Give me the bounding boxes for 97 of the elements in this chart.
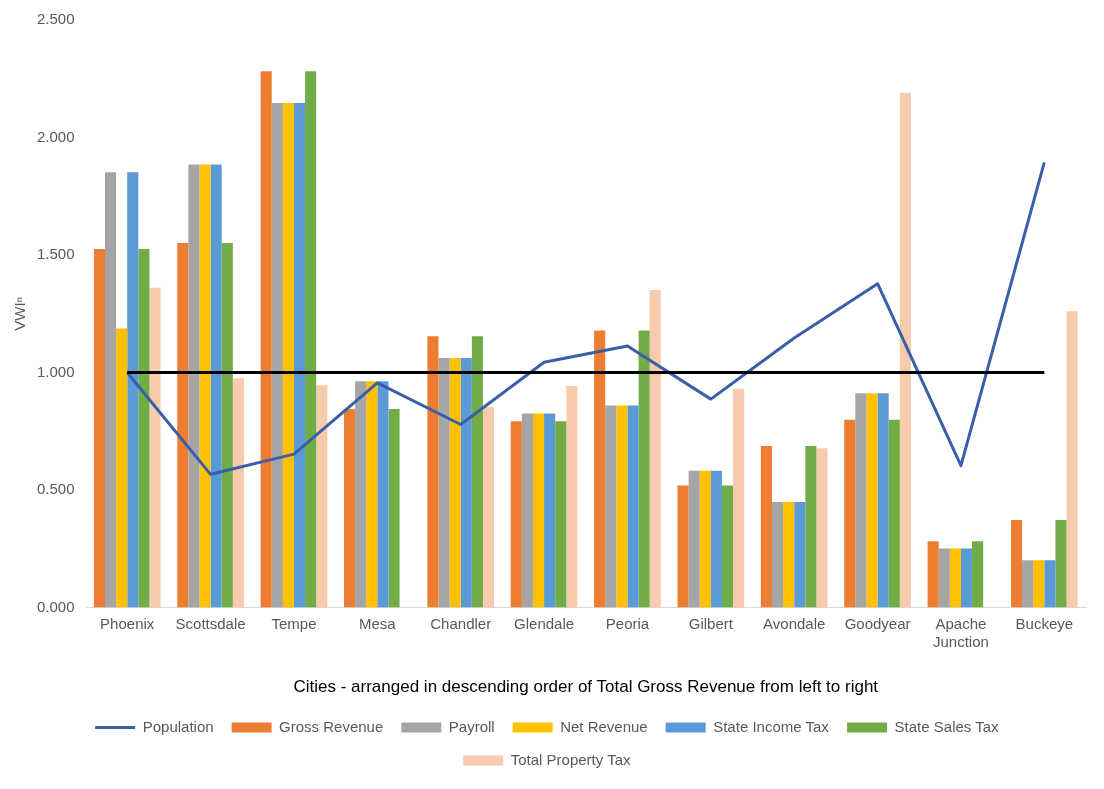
bar bbox=[927, 541, 939, 608]
legend-label: Payroll bbox=[448, 717, 495, 735]
bar bbox=[188, 164, 200, 608]
legend-label: State Income Tax bbox=[713, 717, 830, 735]
bar bbox=[449, 357, 461, 608]
bar bbox=[649, 290, 661, 608]
bar bbox=[638, 330, 650, 608]
bar bbox=[616, 405, 628, 608]
bar bbox=[960, 548, 973, 608]
bar bbox=[888, 419, 900, 608]
bar bbox=[532, 413, 545, 608]
bar bbox=[1066, 311, 1078, 608]
bar bbox=[343, 408, 356, 608]
bar bbox=[555, 421, 567, 608]
bar bbox=[127, 172, 139, 608]
x-tick-label: Peoria bbox=[605, 614, 650, 632]
y-tick-label: 2.500 bbox=[36, 10, 75, 28]
x-tick-label: Phoenix bbox=[100, 614, 155, 632]
bar bbox=[293, 102, 306, 608]
bar bbox=[316, 385, 328, 608]
bar bbox=[521, 413, 533, 608]
x-tick-label: Glendale bbox=[514, 614, 575, 632]
x-tick-label: Goodyear bbox=[844, 614, 911, 632]
bar bbox=[177, 243, 189, 608]
bar bbox=[138, 248, 150, 608]
bar bbox=[471, 336, 483, 608]
x-tick-label: Chandler bbox=[430, 614, 492, 632]
bar bbox=[427, 336, 439, 608]
bar bbox=[221, 243, 233, 608]
bar bbox=[355, 381, 367, 608]
bar bbox=[282, 102, 294, 608]
y-tick-label: 2.000 bbox=[36, 127, 75, 145]
x-tick-label: Buckeye bbox=[1015, 614, 1074, 632]
x-axis-title: Cities - arranged in descending order of Total Gross Revenue from left to right bbox=[293, 677, 879, 697]
bar bbox=[438, 357, 450, 608]
bar bbox=[721, 485, 734, 608]
bar bbox=[699, 470, 711, 608]
x-tick-label: Mesa bbox=[358, 614, 397, 632]
bar bbox=[733, 388, 745, 608]
bar bbox=[366, 381, 378, 608]
bar bbox=[1044, 560, 1056, 608]
bar bbox=[794, 502, 806, 608]
bar bbox=[877, 393, 889, 608]
bar bbox=[710, 470, 722, 608]
x-tick-label: Gilbert bbox=[688, 614, 734, 632]
bar bbox=[210, 164, 222, 608]
x-tick-label: Scottsdale bbox=[175, 614, 246, 632]
legend-label: Gross Revenue bbox=[279, 717, 384, 735]
bar bbox=[783, 502, 795, 608]
bar bbox=[271, 102, 283, 608]
bar bbox=[116, 328, 128, 608]
bar bbox=[482, 407, 495, 608]
bar bbox=[149, 287, 161, 608]
bar bbox=[93, 248, 105, 608]
bar bbox=[594, 330, 606, 608]
y-tick-label: 1.500 bbox=[36, 245, 75, 263]
bar bbox=[377, 381, 389, 608]
bar bbox=[844, 419, 856, 608]
bar bbox=[677, 485, 689, 608]
bar bbox=[972, 541, 984, 608]
bar bbox=[566, 385, 578, 608]
bar bbox=[199, 164, 211, 608]
bar bbox=[899, 93, 911, 608]
x-tick-label: Apache Junction bbox=[933, 614, 989, 650]
bar bbox=[771, 502, 784, 608]
y-axis-title: VWIⁿ bbox=[11, 296, 29, 331]
bar bbox=[938, 548, 950, 608]
y-tick-label: 0.500 bbox=[36, 480, 75, 498]
bar bbox=[605, 405, 617, 608]
bar bbox=[949, 548, 961, 608]
bar bbox=[1033, 560, 1045, 608]
legend-label: Population bbox=[142, 717, 214, 735]
y-tick-label: 1.000 bbox=[36, 362, 75, 380]
bar bbox=[232, 378, 244, 608]
legend-label: State Sales Tax bbox=[894, 717, 1000, 735]
legend-label: Total Property Tax bbox=[510, 750, 631, 768]
bar bbox=[544, 413, 556, 608]
y-tick-label: 0.000 bbox=[36, 597, 75, 615]
bar bbox=[688, 470, 700, 608]
bar bbox=[627, 405, 639, 608]
bar bbox=[760, 445, 772, 608]
bar bbox=[855, 393, 867, 608]
bar bbox=[866, 393, 878, 608]
x-tick-label: Avondale bbox=[763, 614, 826, 632]
legend-label: Net Revenue bbox=[560, 717, 648, 735]
bar bbox=[104, 172, 117, 608]
bar bbox=[260, 71, 272, 608]
bar bbox=[1055, 519, 1067, 608]
bar bbox=[388, 408, 400, 608]
bar bbox=[1010, 519, 1023, 608]
bar bbox=[510, 421, 522, 608]
bar bbox=[305, 71, 317, 608]
bar bbox=[1022, 560, 1034, 608]
bar bbox=[816, 448, 828, 608]
bar bbox=[460, 357, 472, 608]
x-tick-label: Tempe bbox=[271, 614, 317, 632]
bar bbox=[805, 445, 817, 608]
